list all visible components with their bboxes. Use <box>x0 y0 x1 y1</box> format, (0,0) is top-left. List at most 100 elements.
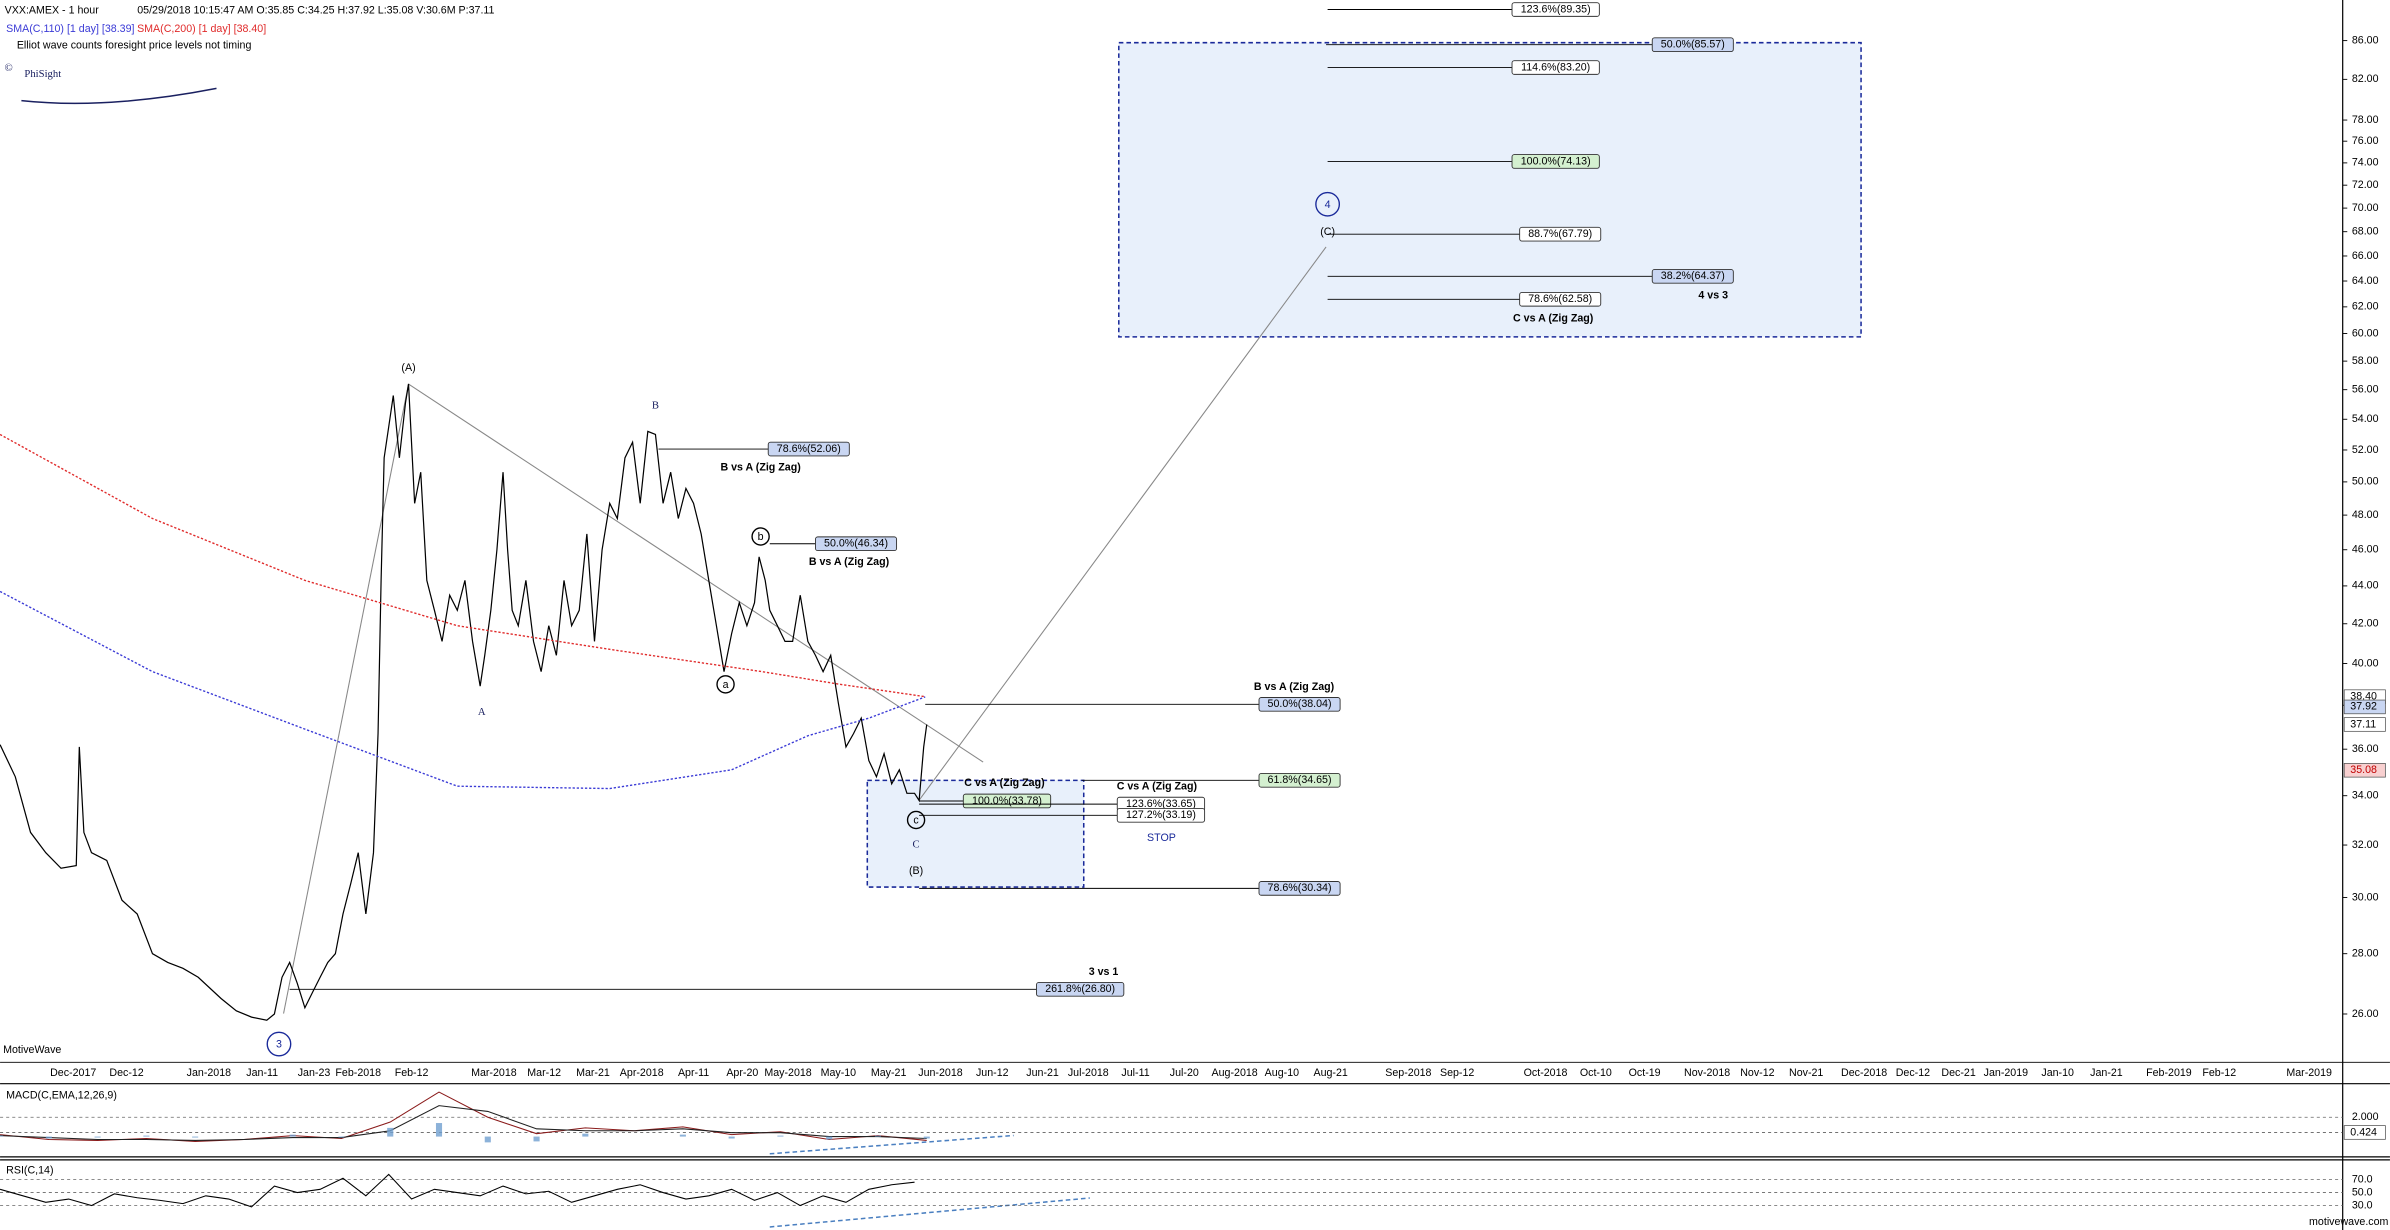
x-tick-label: Jan-21 <box>2090 1067 2123 1079</box>
y-tick-label: 36.00 <box>2352 743 2379 755</box>
note: Elliot wave counts foresight price level… <box>17 40 252 52</box>
x-tick-label: Jul-11 <box>1121 1067 1149 1079</box>
y-tick-label: 50.00 <box>2352 476 2379 488</box>
histogram-bar <box>679 1134 686 1137</box>
wave-line <box>918 246 1327 801</box>
caption: C vs A (Zig Zag) <box>1117 780 1198 792</box>
y-tick-label: 52.00 <box>2352 444 2379 456</box>
x-tick-label: Sep-12 <box>1440 1067 1474 1079</box>
level-label: 38.2%(64.37) <box>1661 270 1725 282</box>
y-tick-label: 40.00 <box>2352 657 2379 669</box>
divergence-line <box>769 1197 1090 1228</box>
logo-swoosh <box>21 87 217 105</box>
x-tick-label: Jun-2018 <box>918 1067 963 1079</box>
level-box <box>1511 2 1600 17</box>
caption: 4 vs 3 <box>1698 290 1728 302</box>
y-tick-label: 58.00 <box>2352 355 2379 367</box>
caption: C vs A (Zig Zag) <box>964 777 1045 789</box>
histogram-bar <box>582 1133 589 1137</box>
x-tick-label: Dec-2017 <box>50 1067 96 1079</box>
y-tick-label: 28.00 <box>2352 948 2379 960</box>
wave-circle <box>906 810 926 830</box>
x-tick-label: May-2018 <box>764 1067 811 1079</box>
y-tick-label: 68.00 <box>2352 226 2379 238</box>
histogram-bar <box>338 1136 345 1138</box>
x-tick-label: Jul-2018 <box>1068 1067 1109 1079</box>
legend-entry: SMA(C,110) [1 day] [38.39] <box>6 23 134 35</box>
level-box <box>1036 982 1125 997</box>
chart-title: VXX:AMEX - 1 hour <box>5 4 100 16</box>
series-line <box>0 433 926 698</box>
y-tick-label: 44.00 <box>2352 580 2379 592</box>
level-label: 61.8%(34.65) <box>1268 774 1332 786</box>
x-tick-label: Mar-21 <box>576 1067 610 1079</box>
x-tick-label: Sep-2018 <box>1385 1067 1431 1079</box>
wave-label: c <box>913 815 919 827</box>
x-tick-label: Mar-2018 <box>471 1067 517 1079</box>
wave-label: C <box>913 840 920 851</box>
y-tick-label: 56.00 <box>2352 383 2379 395</box>
y-tick-label: 26.00 <box>2352 1008 2379 1020</box>
wave-circle <box>751 527 770 546</box>
histogram-bar <box>533 1136 540 1142</box>
wave-label: (B) <box>909 865 923 877</box>
histogram-bar <box>94 1136 101 1138</box>
y-tick-label: 74.00 <box>2352 157 2379 169</box>
histogram-bar <box>826 1136 833 1140</box>
x-tick-label: Jun-21 <box>1026 1067 1059 1079</box>
wave-label: B <box>652 401 659 412</box>
x-tick-label: Oct-10 <box>1580 1067 1612 1079</box>
x-tick-label: Aug-10 <box>1265 1067 1299 1079</box>
y-tick-label: 60.00 <box>2352 327 2379 339</box>
wave-label: (A) <box>401 362 415 374</box>
level-box <box>1116 808 1206 823</box>
x-tick-label: Apr-11 <box>678 1067 709 1079</box>
stop-label: STOP <box>1147 832 1176 844</box>
histogram-bar <box>387 1127 394 1137</box>
price-tag-label: 37.11 <box>2350 718 2376 730</box>
current-tag-label: 0.424 <box>2350 1126 2377 1138</box>
caption: B vs A (Zig Zag) <box>1254 681 1335 693</box>
x-tick-label: Dec-21 <box>1941 1067 1975 1079</box>
x-tick-label: Jan-10 <box>2041 1067 2074 1079</box>
y-tick-label: 54.00 <box>2352 413 2379 425</box>
caption: 3 vs 1 <box>1089 966 1119 978</box>
target-box <box>1118 41 1862 338</box>
y-tick-label: 2.000 <box>2352 1111 2379 1123</box>
watermark: MotiveWave <box>3 1044 61 1056</box>
x-tick-label: Nov-21 <box>1789 1067 1823 1079</box>
quote-info: 05/29/2018 10:15:47 AM O:35.85 C:34.25 H… <box>137 4 494 16</box>
x-tick-label: Feb-12 <box>2202 1067 2236 1079</box>
y-tick-label: 48.00 <box>2352 509 2379 521</box>
histogram-bar <box>484 1136 491 1143</box>
level-label: 78.6%(62.58) <box>1528 293 1592 305</box>
level-label: 50.0%(85.57) <box>1661 38 1725 50</box>
price-tag-label: 37.92 <box>2350 701 2377 713</box>
price-tag-label: 38.40 <box>2350 690 2377 702</box>
histogram-bar <box>777 1135 784 1137</box>
wave-circle <box>266 1031 292 1057</box>
level-label: 127.2%(33.19) <box>1126 809 1196 821</box>
x-tick-label: Jun-12 <box>976 1067 1009 1079</box>
logo: PhiSight <box>24 69 61 80</box>
level-label: 100.0%(33.78) <box>972 795 1042 807</box>
level-box <box>1651 269 1734 284</box>
y-tick-label: 62.00 <box>2352 301 2379 313</box>
caption: C vs A (Zig Zag) <box>1513 312 1594 324</box>
level-box <box>1651 37 1734 52</box>
current-tag <box>2343 1125 2386 1140</box>
histogram-bar <box>192 1136 199 1138</box>
logo-mark: © <box>5 63 13 74</box>
series-line <box>0 1173 915 1208</box>
histogram-bar <box>728 1136 735 1139</box>
level-label: 50.0%(38.04) <box>1268 698 1332 710</box>
price-tag <box>2343 763 2386 778</box>
y-tick-label: 72.00 <box>2352 179 2379 191</box>
level-label: 50.0%(46.34) <box>824 538 888 550</box>
wave-line <box>283 383 410 1014</box>
y-tick-label: 86.00 <box>2352 34 2379 46</box>
histogram-bar <box>0 1135 4 1137</box>
x-tick-label: May-21 <box>871 1067 907 1079</box>
y-tick-label: 46.00 <box>2352 544 2379 556</box>
